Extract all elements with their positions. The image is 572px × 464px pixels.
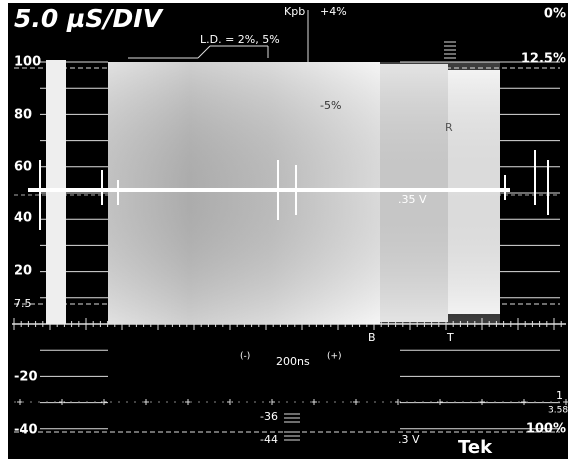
scope-screen: 5.0 µS/DIV 100 80 60 40 20 7.5 -20 -40 K… [0, 0, 572, 464]
scale-label: -20 [14, 370, 38, 385]
p100: 100% [526, 422, 566, 437]
minus5: -5% [320, 99, 341, 112]
ld: L.D. = 2%, 5% [200, 33, 280, 46]
scale-label: -40 [14, 423, 38, 438]
t: T [446, 331, 454, 344]
f358: 3.58 [548, 406, 568, 416]
scale-label: 20 [14, 264, 32, 279]
m44: -44 [260, 433, 278, 446]
plus4: +4% [320, 5, 347, 18]
pos: (+) [327, 352, 342, 362]
page: 5.0 µS/DIV 100 80 60 40 20 7.5 -20 -40 K… [0, 0, 572, 464]
v3: .3 V [398, 433, 420, 446]
scale-label: 7.5 [14, 297, 32, 310]
scale-label: 40 [14, 211, 32, 226]
scale-label: 100 [14, 55, 41, 70]
zero-pct: 0% [544, 7, 566, 22]
p125: 12.5% [521, 52, 566, 67]
kpb: Kpb [284, 5, 305, 18]
r: R [445, 121, 453, 134]
scale-label: 80 [14, 108, 32, 123]
timebase: 5.0 µS/DIV [14, 4, 164, 33]
b: B [368, 331, 376, 344]
brand: Tek [458, 437, 493, 458]
scale-label: 60 [14, 160, 32, 175]
v35: .35 V [398, 193, 427, 206]
shading [108, 62, 500, 324]
neg: (-) [240, 352, 250, 362]
m36: -36 [260, 410, 278, 423]
ns200: 200ns [276, 355, 310, 368]
one: 1 [556, 389, 563, 402]
